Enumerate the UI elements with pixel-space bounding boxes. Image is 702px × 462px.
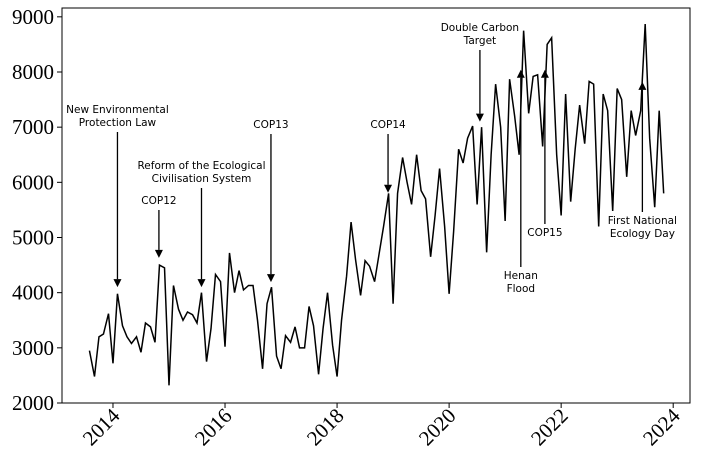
annotation-label: Double Carbon Target	[441, 22, 519, 47]
annotation-label: Reform of the Ecological Civilisation Sys…	[137, 160, 265, 185]
y-tick-label: 8000	[12, 60, 54, 84]
annotation-line: Double Carbon	[441, 22, 519, 34]
annotation-line: Flood	[507, 283, 535, 295]
x-tick-label: 2014	[78, 403, 125, 450]
annotation-label: COP12	[141, 195, 176, 207]
annotation-line: COP13	[253, 119, 288, 131]
annotation-label: COP13	[253, 119, 288, 131]
annotation-line: First National	[608, 215, 677, 227]
y-tick-label: 9000	[12, 5, 54, 29]
annotation-line: Target	[463, 35, 496, 47]
annotation-line: Ecology Day	[610, 228, 675, 240]
arrow-head	[516, 69, 525, 78]
annotation-label: COP15	[527, 227, 562, 239]
y-tick-label: 5000	[12, 225, 54, 249]
arrow-head	[384, 184, 393, 193]
arrow-head	[266, 274, 275, 283]
y-tick-label: 3000	[12, 336, 54, 360]
arrow-head	[154, 249, 163, 258]
plot-frame	[61, 7, 691, 404]
annotation-line: COP14	[370, 119, 406, 131]
annotation-line: Protection Law	[79, 117, 157, 129]
annotation-label: Henan Flood	[504, 270, 538, 295]
x-tick-label: 2020	[414, 404, 461, 451]
annotation-line: COP15	[527, 227, 562, 239]
y-tick-label: 4000	[12, 281, 54, 305]
annotation-label: New Environmental Protection Law	[66, 104, 169, 129]
y-tick-label: 2000	[12, 391, 54, 415]
annotation-line: Reform of the Ecological	[137, 160, 265, 172]
arrow-head	[540, 69, 549, 78]
arrow-head	[113, 279, 122, 288]
line-series	[88, 23, 665, 386]
arrow-head	[475, 113, 484, 122]
annotation-label: COP14	[370, 119, 406, 131]
y-tick-label: 6000	[12, 170, 54, 194]
annotation-line: Henan	[504, 270, 538, 282]
x-tick-label: 2016	[190, 404, 237, 451]
annotation-line: New Environmental	[66, 104, 169, 116]
x-tick-label: 2022	[526, 404, 573, 451]
x-tick-label: 2024	[638, 403, 685, 450]
arrow-head	[638, 81, 647, 90]
annotation-line: COP12	[141, 195, 176, 207]
annotation-line: Civilisation System	[152, 173, 252, 185]
y-tick-label: 7000	[12, 115, 54, 139]
annotation-label: First National Ecology Day	[608, 215, 677, 240]
arrow-head	[197, 279, 206, 288]
x-tick-label: 2018	[302, 404, 349, 451]
